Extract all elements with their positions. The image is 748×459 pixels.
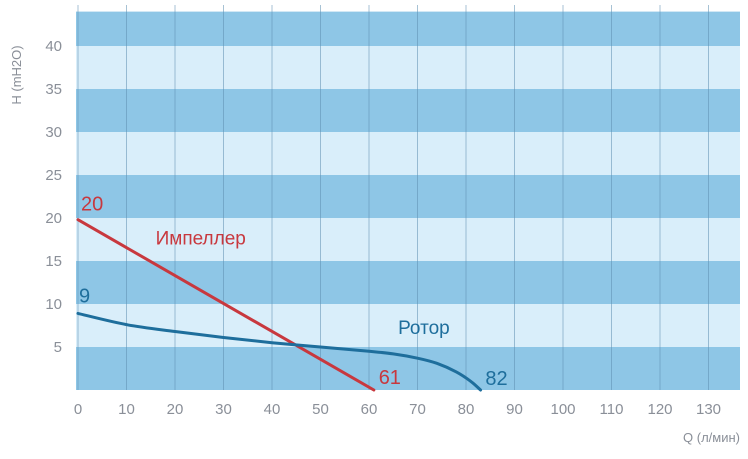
band-2 [76,261,740,304]
band-0 [76,347,740,390]
x-tick-0: 0 [74,401,82,418]
y-tick-10: 10 [45,296,62,313]
y-tick-5: 5 [54,339,62,356]
x-tick-50: 50 [312,401,329,418]
x-tick-10: 10 [118,401,135,418]
y-axis-title: H (mH2O) [9,45,24,104]
y-tick-30: 30 [45,124,62,141]
x-axis-title: Q (л/мин) [683,430,740,445]
x-tick-60: 60 [361,401,378,418]
impeller-start-label: 20 [81,194,103,216]
x-tick-110: 110 [600,401,624,418]
band-3 [76,218,740,261]
y-tick-35: 35 [45,81,62,98]
background-bands [76,11,740,390]
series-line-rotor [76,311,483,392]
band-1 [76,304,740,347]
band-8 [76,11,740,47]
y-tick-15: 15 [45,253,62,270]
band-6 [76,89,740,132]
rotor-name-label: Ротор [398,318,450,339]
series-group [76,218,483,392]
x-tick-20: 20 [167,401,184,418]
x-tick-30: 30 [215,401,232,418]
band-5 [76,132,740,175]
tick-labels: 0 10 20 30 40 50 60 70 80 90 100 110 120 130 5 10 15 20 25… [45,38,721,418]
x-tick-130: 130 [696,401,721,418]
band-7 [76,46,740,89]
x-tick-120: 120 [647,401,672,418]
x-tick-90: 90 [506,401,523,418]
y-tick-20: 20 [45,210,62,227]
impeller-name-label: Импеллер [156,228,246,249]
x-tick-70: 70 [409,401,426,418]
rotor-end-label: 82 [485,368,507,390]
rotor-start-label: 9 [79,285,90,307]
band-4 [76,175,740,218]
y-tick-40: 40 [45,38,62,55]
x-tick-100: 100 [550,401,575,418]
series-line-impeller [76,218,376,392]
y-tick-25: 25 [45,167,62,184]
x-tick-40: 40 [264,401,281,418]
x-tick-80: 80 [458,401,475,418]
series-labels: 20 Импеллер 61 9 Ротор 82 [79,194,508,390]
impeller-end-label: 61 [379,367,401,389]
